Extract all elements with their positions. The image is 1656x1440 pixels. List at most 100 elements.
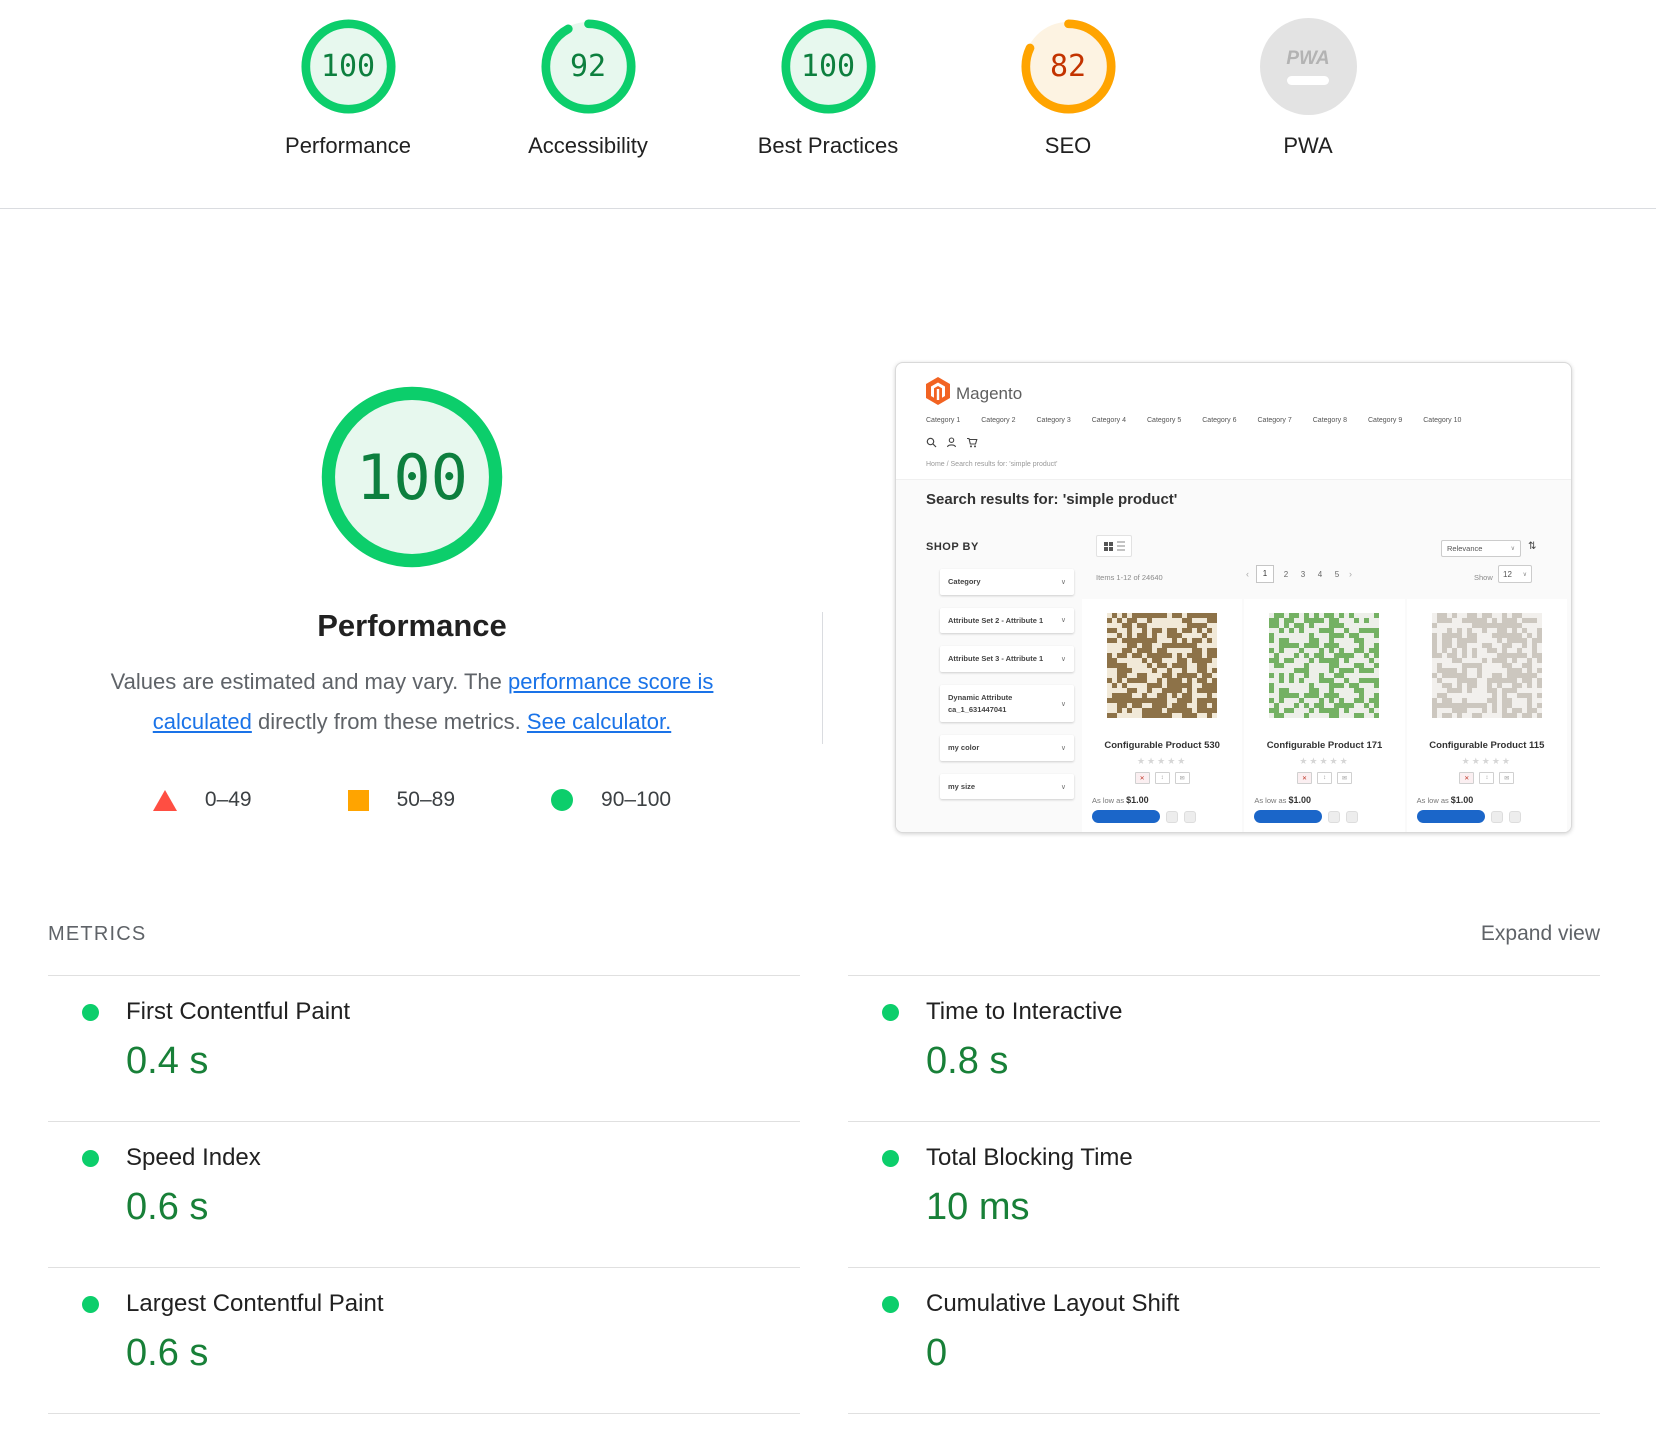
- category-nav-item: Category 9: [1368, 417, 1403, 424]
- score-summary-row: 100 Performance 92 Accessibility 100 Bes…: [0, 18, 1656, 159]
- filter-label: my color: [948, 743, 980, 753]
- compare-round-icon: [1346, 810, 1359, 823]
- magento-brand-text: Magento: [956, 384, 1023, 403]
- metric-row: Cumulative Layout Shift 0: [848, 1268, 1600, 1414]
- product-price: As low as $1.00: [1254, 795, 1311, 805]
- accessibility-score-ring: 92: [540, 18, 637, 115]
- compare-icon: ↕: [1316, 772, 1332, 784]
- wishlist-icon: ✕: [1296, 772, 1312, 784]
- seo-label: SEO: [1044, 133, 1092, 158]
- best-practices-label: Best Practices: [757, 133, 899, 158]
- add-to-cart-button: [1416, 810, 1485, 823]
- pass-dot-icon: [882, 1003, 899, 1021]
- metric-row: First Contentful Paint 0.4 s: [48, 976, 800, 1122]
- seo-score: 82: [1049, 49, 1087, 84]
- metric-row: Largest Contentful Paint 0.6 s: [48, 1268, 800, 1414]
- compare-round-icon: [1508, 810, 1521, 823]
- category-nav-item: Category 6: [1202, 417, 1237, 424]
- accessibility-label: Accessibility: [528, 133, 648, 158]
- filter-label: my size: [948, 781, 976, 791]
- filter-item: Category ∨: [940, 569, 1074, 595]
- fail-triangle-icon: [152, 789, 177, 811]
- description-text-1: Values are estimated and may vary. The: [110, 669, 508, 694]
- metrics-column-right: Time to Interactive 0.8 s Total Blocking…: [848, 975, 1600, 1414]
- metric-name: Speed Index: [126, 1144, 261, 1171]
- filter-label: Attribute Set 2 - Attribute 1: [948, 615, 1044, 625]
- price-value: $1.00: [1288, 795, 1311, 805]
- best-practices-score: 100: [800, 49, 856, 84]
- filter-label: Attribute Set 3 - Attribute 1: [948, 654, 1044, 664]
- account-icon: [946, 437, 957, 448]
- wishlist-icon: ✕: [1459, 772, 1475, 784]
- price-prefix: As low as: [1254, 796, 1287, 805]
- page-number: 4: [1317, 569, 1323, 579]
- product-action-icons: ✕ ↕ ✉: [1459, 772, 1515, 784]
- metrics-header: METRICS Expand view: [48, 922, 1600, 946]
- wishlist-round-icon: [1166, 810, 1178, 823]
- summary-gauge-pwa[interactable]: PWA PWA: [1233, 18, 1383, 159]
- chevron-down-icon: ∨: [1060, 656, 1066, 664]
- pass-dot-icon: [882, 1149, 899, 1167]
- product-card: Configurable Product 115 ★★★★★ ✕ ↕ ✉ As lo…: [1406, 599, 1567, 832]
- filter-label: Dynamic Attribute ca_1_631447041: [948, 692, 1013, 714]
- see-calculator-link[interactable]: See calculator.: [526, 709, 672, 734]
- header-icons: [926, 437, 978, 448]
- filter-item: Attribute Set 3 - Attribute 1 ∨: [940, 646, 1074, 672]
- star-rating: ★★★★★: [1136, 756, 1188, 766]
- product-title: Configurable Product 115: [1429, 740, 1545, 751]
- metric-value: 10 ms: [926, 1186, 1030, 1228]
- product-actions: [1416, 810, 1521, 823]
- product-image: [1107, 613, 1218, 718]
- summary-gauge-accessibility[interactable]: 92 Accessibility: [513, 18, 663, 159]
- calculator-link-1[interactable]: performance score is calculated: [152, 669, 714, 734]
- product-actions: [1092, 810, 1196, 823]
- column-divider: [822, 612, 823, 744]
- pwa-badge-icon: PWA: [1259, 18, 1357, 115]
- email-icon: ✉: [1174, 772, 1190, 784]
- product-price: As low as $1.00: [1417, 795, 1474, 805]
- product-actions: [1254, 810, 1359, 823]
- metric-row: Speed Index 0.6 s: [48, 1122, 800, 1268]
- product-action-icons: ✕ ↕ ✉: [1296, 772, 1352, 784]
- add-to-cart-button: [1092, 810, 1160, 823]
- product-card: Configurable Product 171 ★★★★★ ✕ ↕ ✉ As lo…: [1244, 599, 1405, 832]
- add-to-cart-button: [1254, 810, 1323, 823]
- product-image: [1431, 613, 1542, 718]
- metric-value: 0: [926, 1332, 948, 1374]
- items-count-text: Items 1-12 of 24640: [1096, 573, 1163, 582]
- chevron-down-icon: ∨: [1060, 783, 1066, 791]
- breadcrumb: Home / Search results for: 'simple produ…: [926, 461, 1058, 468]
- pass-circle-icon: [551, 789, 574, 811]
- metric-value: 0.8 s: [926, 1040, 1009, 1082]
- chevron-down-icon: ∨: [1060, 578, 1066, 586]
- summary-gauge-performance[interactable]: 100 Performance: [273, 18, 423, 159]
- page-screenshot-thumbnail: Magento Category 1 Category 2 Category 3 Ca…: [895, 362, 1572, 833]
- show-label: Show: [1474, 573, 1493, 582]
- header-divider: [0, 208, 1656, 209]
- pass-dot-icon: [82, 1295, 99, 1313]
- product-title: Configurable Product 171: [1266, 740, 1383, 751]
- legend-pass: 90–100: [551, 788, 671, 812]
- summary-gauge-best-practices[interactable]: 100 Best Practices: [753, 18, 903, 159]
- metric-name: Cumulative Layout Shift: [926, 1290, 1180, 1317]
- performance-label: Performance: [285, 133, 411, 158]
- main-performance-gauge[interactable]: 100: [317, 382, 507, 572]
- legend-fail: 0–49: [152, 788, 252, 812]
- metric-name: Total Blocking Time: [926, 1144, 1133, 1171]
- metric-value: 0.6 s: [126, 1332, 209, 1374]
- summary-gauge-seo[interactable]: 82 SEO: [993, 18, 1143, 159]
- sort-by-value: Relevance: [1447, 544, 1483, 553]
- score-description: Values are estimated and may vary. The p…: [84, 662, 740, 742]
- expand-view-button[interactable]: Expand view: [1480, 922, 1600, 945]
- pwa-dash-icon: [1287, 76, 1329, 85]
- performance-score: 100: [320, 49, 376, 84]
- filter-list: Category ∨ Attribute Set 2 - Attribute 1…: [940, 569, 1074, 812]
- filter-item: Dynamic Attribute ca_1_631447041 ∨: [940, 684, 1074, 723]
- grid-view-icon: [1103, 541, 1113, 551]
- pass-dot-icon: [882, 1295, 899, 1313]
- metrics-grid: First Contentful Paint 0.4 s Speed Index…: [48, 975, 1600, 1414]
- category-nav-item: Category 7: [1257, 417, 1292, 424]
- page-number: 3: [1300, 569, 1306, 579]
- page-number: 2: [1283, 569, 1289, 579]
